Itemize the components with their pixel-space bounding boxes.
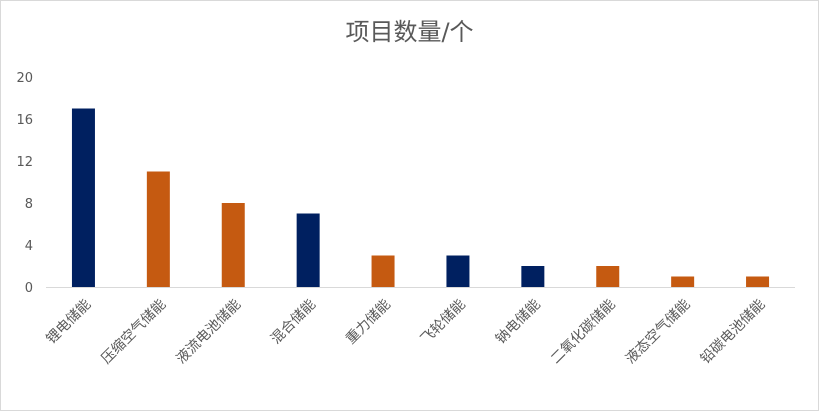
bar bbox=[596, 266, 620, 287]
bar bbox=[71, 108, 95, 287]
y-tick-label: 4 bbox=[25, 239, 33, 254]
bar bbox=[521, 266, 545, 287]
bar bbox=[146, 171, 170, 287]
y-tick-label: 20 bbox=[16, 71, 33, 86]
x-category-label: 锂电储能 bbox=[43, 297, 94, 348]
bars bbox=[71, 108, 770, 287]
x-category-label: 二氧化碳储能 bbox=[548, 297, 619, 368]
bar bbox=[371, 255, 395, 287]
y-tick-label: 12 bbox=[16, 155, 33, 170]
x-category-label: 液流电池储能 bbox=[173, 297, 244, 368]
bar bbox=[221, 203, 245, 287]
chart-title: 项目数量/个 bbox=[345, 18, 474, 46]
x-category-label: 飞轮储能 bbox=[418, 297, 469, 348]
bar bbox=[746, 276, 770, 287]
x-category-label: 混合储能 bbox=[268, 297, 319, 348]
bar bbox=[446, 255, 470, 287]
x-category-label: 压缩空气储能 bbox=[98, 297, 169, 368]
category-labels: 锂电储能 压缩空气储能 液流电池储能 混合储能 重力储能 飞轮储能 钠电储能 二氧化碳储能 液态… bbox=[43, 297, 768, 368]
x-category-label: 液态空气储能 bbox=[623, 297, 694, 368]
bar bbox=[296, 213, 320, 287]
bar bbox=[671, 276, 695, 287]
y-tick-label: 0 bbox=[25, 281, 33, 296]
y-tick-label: 16 bbox=[16, 113, 33, 128]
y-axis-ticks: 0 4 8 12 16 20 bbox=[16, 71, 33, 296]
y-tick-label: 8 bbox=[25, 197, 33, 212]
x-category-label: 重力储能 bbox=[343, 297, 394, 348]
x-category-label: 钠电储能 bbox=[493, 297, 544, 348]
x-category-label: 铅碳电池储能 bbox=[698, 297, 769, 368]
